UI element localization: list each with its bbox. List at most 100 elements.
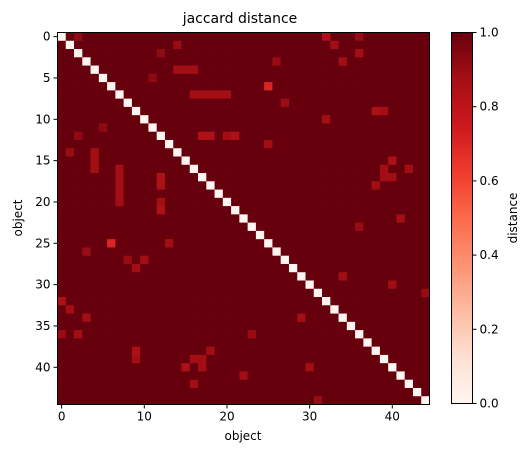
heatmap-cell [247,173,257,182]
heatmap-cell [388,263,397,273]
heatmap-cell [272,214,282,223]
heatmap-cell [231,214,240,223]
heatmap-cell [189,197,199,207]
heatmap-cell [131,82,141,91]
heatmap-cell [239,313,248,323]
heatmap-cell [189,288,199,298]
heatmap-cell [280,272,290,281]
heatmap-cell [355,305,364,314]
heatmap-cell [90,297,100,306]
heatmap-cell [239,197,248,207]
heatmap-cell [412,106,422,116]
heatmap-cell [222,305,232,314]
heatmap-cell [198,214,207,223]
heatmap-cell [412,65,422,75]
heatmap-cell [214,148,224,157]
heatmap-cell [371,139,381,149]
heatmap-cell [412,288,422,298]
heatmap-cell [115,330,124,339]
heatmap-cell [156,230,166,240]
heatmap-cell [305,230,315,240]
heatmap-cell [214,371,224,381]
heatmap-cell [222,139,232,149]
heatmap-cell [421,255,430,265]
heatmap-cell [98,396,108,405]
heatmap-cell [115,222,124,232]
heatmap-cell [313,272,323,281]
heatmap-cell [363,297,372,306]
heatmap-cell [156,396,166,405]
heatmap-cell [264,396,273,405]
heatmap-cell [82,32,91,42]
heatmap-cell [404,206,414,215]
heatmap-cell [388,313,397,323]
heatmap-cell [396,354,406,364]
heatmap-cell [206,321,215,331]
heatmap-cell [65,181,75,190]
heatmap-cell [322,387,331,397]
heatmap-cell [280,189,290,199]
heatmap-cell [379,387,389,397]
heatmap-cell [98,206,108,215]
heatmap-cell [355,73,364,83]
heatmap-cell [173,123,182,133]
heatmap-cell [363,49,372,58]
heatmap-cell [396,371,406,381]
heatmap-cell [280,263,290,273]
heatmap-cell [355,148,364,157]
heatmap-cell [280,181,290,190]
heatmap-cell [198,65,207,75]
heatmap-cell [355,387,364,397]
heatmap-cell [115,173,124,182]
heatmap-cell [90,189,100,199]
heatmap-cell [156,148,166,157]
heatmap-cell [363,65,372,75]
heatmap-cell [98,173,108,182]
heatmap-cell [156,354,166,364]
heatmap-cell [388,371,397,381]
heatmap-cell [181,305,191,314]
heatmap-cell [379,164,389,174]
heatmap-cell [98,387,108,397]
heatmap-cell [280,32,290,42]
heatmap-cell [305,131,315,141]
heatmap-cell [272,230,282,240]
heatmap-cell [98,181,108,190]
heatmap-cell [255,164,265,174]
heatmap-cell [90,115,100,124]
heatmap-cell [412,321,422,331]
heatmap-cell [57,247,67,257]
heatmap-cell [247,73,257,83]
heatmap-cell [65,123,75,133]
heatmap-cell [140,297,149,306]
heatmap-cell [189,371,199,381]
heatmap-cell [297,173,306,182]
heatmap-cell [346,255,356,265]
heatmap-cell [156,65,166,75]
heatmap-cell [255,313,265,323]
heatmap-cell [388,321,397,331]
heatmap-cell [322,396,331,405]
heatmap-cell [140,396,149,405]
heatmap-cell [379,173,389,182]
heatmap-cell [98,73,108,83]
heatmap-cell [198,82,207,91]
heatmap-cell [181,272,191,281]
heatmap-cell [198,313,207,323]
heatmap-cell [363,387,372,397]
heatmap-cell [65,354,75,364]
heatmap-cell [82,346,91,356]
heatmap-cell [371,313,381,323]
heatmap-cell [264,189,273,199]
heatmap-cell [98,32,108,42]
heatmap-cell [156,156,166,166]
heatmap-cell [404,181,414,190]
heatmap-cell [131,272,141,281]
heatmap-cell [288,247,298,257]
heatmap-cell [305,272,315,281]
heatmap-cell [173,280,182,290]
heatmap-cell [173,321,182,331]
heatmap-cell [330,65,339,75]
heatmap-cell [313,32,323,42]
heatmap-cell [115,280,124,290]
